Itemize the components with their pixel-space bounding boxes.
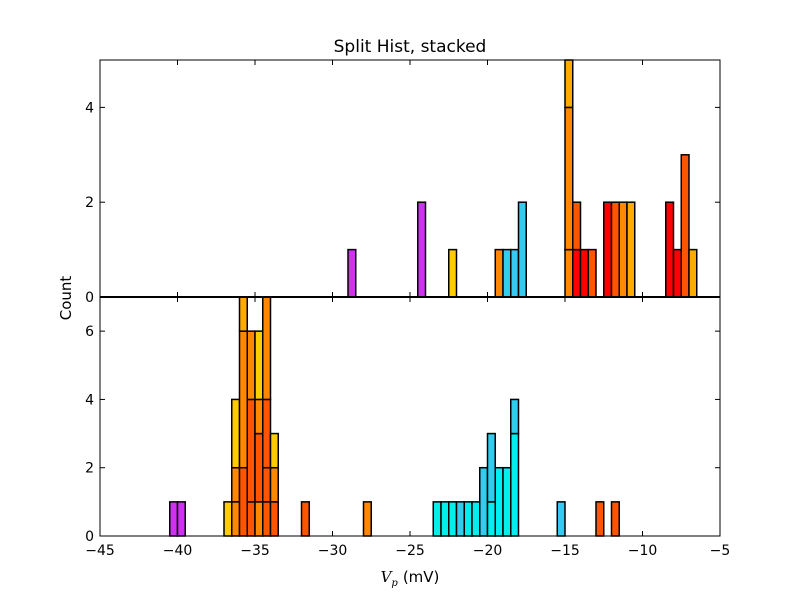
xtick-label-0: −45	[85, 543, 115, 559]
xtick-label-5: −20	[473, 543, 503, 559]
chart-title: Split Hist, stacked	[334, 37, 487, 57]
top-bar-11-segment-0	[603, 201, 613, 298]
bottom-bar-5-segment-1	[246, 398, 256, 503]
bottom-bar-8-segment-0	[269, 501, 279, 537]
xtick-label-1: −40	[163, 543, 193, 559]
bottom-bar-6-segment-2	[254, 398, 264, 435]
bottom-bar-21-segment-1	[510, 398, 520, 435]
bottom-bar-15-segment-0	[463, 501, 473, 537]
bottom-bar-9-segment-0	[300, 501, 310, 537]
bottom-bar-16-segment-0	[471, 501, 481, 537]
top-bar-0-segment-0	[347, 248, 357, 298]
bottom-bar-14-segment-0	[455, 501, 465, 537]
top-bar-2-segment-0	[448, 248, 458, 298]
top-bar-7-segment-0	[564, 248, 574, 298]
top-bar-3-segment-0	[494, 248, 504, 298]
y-axis-label: Count	[57, 276, 75, 321]
bottom-bar-10-segment-0	[362, 501, 372, 537]
top-bar-10-segment-0	[587, 248, 597, 298]
bottom-bar-22-segment-0	[556, 501, 566, 537]
xtick-label-3: −30	[318, 543, 348, 559]
bottom-bar-6-segment-1	[254, 432, 264, 503]
bottom-bar-23-segment-0	[595, 501, 605, 537]
bottom-bar-6-segment-3	[254, 330, 264, 401]
x-axis-label-subscript: p	[391, 578, 398, 589]
bottom-bar-18-segment-1	[486, 432, 496, 503]
bottom-bar-7-segment-0	[262, 501, 272, 537]
top-bar-1-segment-0	[417, 201, 427, 298]
top-bar-12-segment-0	[610, 201, 620, 298]
x-axis-label-unit: (mV)	[403, 568, 440, 586]
bottom-bar-2-segment-0	[223, 501, 233, 537]
top-ytick-label-2: 4	[85, 100, 94, 116]
top-bar-7-segment-2	[564, 59, 574, 109]
xtick-label-6: −15	[550, 543, 580, 559]
top-bar-9-segment-0	[579, 248, 589, 298]
bottom-bar-12-segment-0	[440, 501, 450, 537]
bottom-ytick-label-2: 4	[85, 392, 94, 408]
bottom-bar-6-segment-0	[254, 501, 264, 537]
bottom-bar-0-segment-0	[169, 501, 179, 537]
bottom-bar-21-segment-0	[510, 432, 520, 537]
top-bar-15-segment-0	[665, 201, 675, 298]
bottom-bar-18-segment-0	[486, 501, 496, 537]
xtick-label-4: −25	[395, 543, 425, 559]
top-ytick-label-0: 0	[85, 290, 94, 306]
top-ytick-label-1: 2	[85, 195, 94, 211]
top-bar-13-segment-0	[618, 201, 628, 298]
top-bar-17-segment-0	[680, 154, 690, 298]
bottom-bar-3-segment-2	[231, 398, 241, 469]
bottom-bar-7-segment-3	[262, 296, 272, 401]
bottom-bar-17-segment-0	[479, 466, 489, 537]
bottom-bar-5-segment-2	[246, 330, 256, 401]
xtick-label-7: −10	[628, 543, 658, 559]
bottom-bar-4-segment-0	[238, 466, 248, 537]
top-bar-8-segment-1	[572, 201, 582, 251]
ticks: 0 2 4 0 2 4 6 −45 −40 −35 −30 −25 −20 −15 −10 −5	[85, 60, 730, 559]
bottom-bar-5-segment-0	[246, 501, 256, 537]
xtick-label-2: −35	[240, 543, 270, 559]
bottom-bar-7-segment-1	[262, 466, 272, 503]
bottom-panel-bars	[169, 296, 620, 537]
bottom-ytick-label-0: 0	[85, 529, 94, 545]
bottom-ytick-label-1: 2	[85, 461, 94, 477]
top-bar-14-segment-0	[626, 201, 636, 298]
bottom-bar-13-segment-0	[448, 501, 458, 537]
top-bar-6-segment-0	[517, 201, 527, 298]
bottom-bar-20-segment-0	[502, 466, 512, 537]
bottom-bar-24-segment-0	[610, 501, 620, 537]
x-axis-label: Vp (mV)	[381, 568, 440, 589]
top-bar-7-segment-1	[564, 106, 574, 251]
top-bar-5-segment-0	[510, 248, 520, 298]
bottom-bar-3-segment-0	[231, 501, 241, 537]
bottom-panel-frame	[99, 296, 721, 537]
bottom-bar-7-segment-2	[262, 398, 272, 469]
x-axis-label-symbol: V	[381, 568, 394, 586]
top-bar-18-segment-0	[688, 248, 698, 298]
bottom-bar-8-segment-2	[269, 432, 279, 469]
top-bar-4-segment-0	[502, 248, 512, 298]
bottom-bar-4-segment-2	[238, 296, 248, 332]
top-bar-8-segment-0	[572, 248, 582, 298]
bottom-bar-3-segment-1	[231, 466, 241, 503]
bottom-bar-4-segment-1	[238, 330, 248, 469]
bottom-bar-19-segment-0	[494, 466, 504, 537]
bottom-bar-8-segment-1	[269, 466, 279, 503]
xtick-label-8: −5	[710, 543, 731, 559]
top-panel-bars	[347, 59, 698, 298]
bottom-bar-11-segment-0	[432, 501, 442, 537]
bottom-ytick-label-3: 6	[85, 324, 94, 340]
top-bar-16-segment-0	[672, 248, 682, 298]
bottom-bar-1-segment-0	[176, 501, 186, 537]
